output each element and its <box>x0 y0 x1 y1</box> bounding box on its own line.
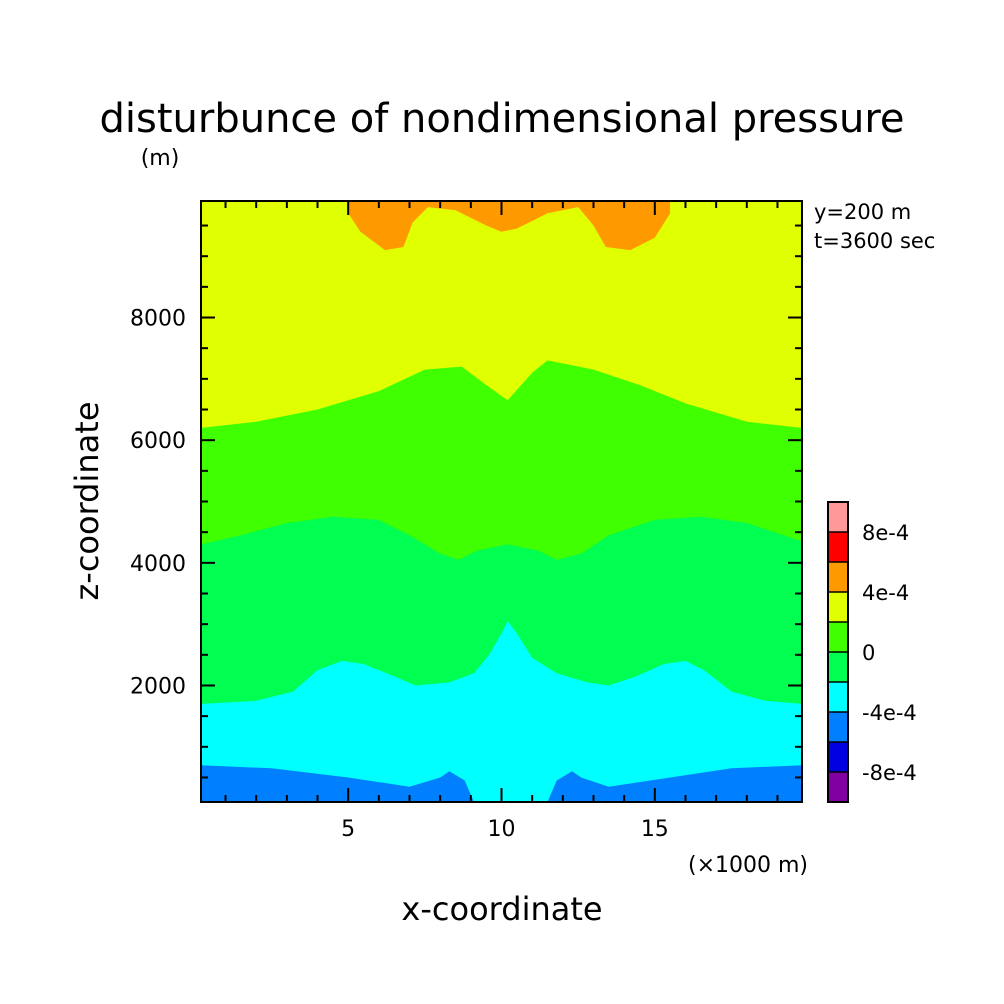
x-tick-label: 15 <box>641 817 669 842</box>
region-band-minus-6e-4-left <box>201 765 474 802</box>
region-band-minus-4e-4-to-minus-2e-4 <box>201 621 802 802</box>
y-tick-label: 4000 <box>130 552 186 577</box>
y-tick-label: 6000 <box>130 429 186 454</box>
legend-label: 4e-4 <box>862 581 909 605</box>
legend-swatch <box>828 592 848 622</box>
y-tick-label: 8000 <box>130 307 186 332</box>
x-axis-label: x-coordinate <box>401 890 602 928</box>
legend-swatch <box>828 712 848 742</box>
axes: 5 10 15 2000 4000 6000 8000 <box>130 200 803 842</box>
annotation-t: t=3600 sec <box>814 229 935 253</box>
x-tick-label: 10 <box>488 817 516 842</box>
legend-swatch <box>828 742 848 772</box>
y-unit-label: (m) <box>141 146 180 171</box>
annotation-y: y=200 m <box>814 200 911 224</box>
legend-swatch <box>828 532 848 562</box>
color-legend: 8e-4 4e-4 0 -4e-4 -8e-4 <box>827 501 917 803</box>
legend-swatch <box>828 622 848 652</box>
region-band-4e-4-to-6e-4 <box>348 201 671 251</box>
legend-swatch <box>828 772 848 802</box>
plot-area <box>201 201 802 802</box>
legend-label: 0 <box>862 641 875 665</box>
chart-title: disturbunce of nondimensional pressure <box>100 96 905 142</box>
y-axis-label: z-coordinate <box>68 401 106 600</box>
legend-frame <box>827 501 849 803</box>
region-band-minus-6e-4-right <box>547 765 802 802</box>
legend-swatch <box>828 562 848 592</box>
legend-label: -8e-4 <box>862 761 917 785</box>
legend-swatch <box>828 502 848 532</box>
x-unit-label: (×1000 m) <box>688 853 808 878</box>
legend-swatch <box>828 682 848 712</box>
legend-label: -4e-4 <box>862 701 917 725</box>
y-tick-label: 2000 <box>130 674 186 699</box>
legend-swatch <box>828 652 848 682</box>
legend-label: 8e-4 <box>862 521 909 545</box>
x-tick-label: 5 <box>341 817 355 842</box>
